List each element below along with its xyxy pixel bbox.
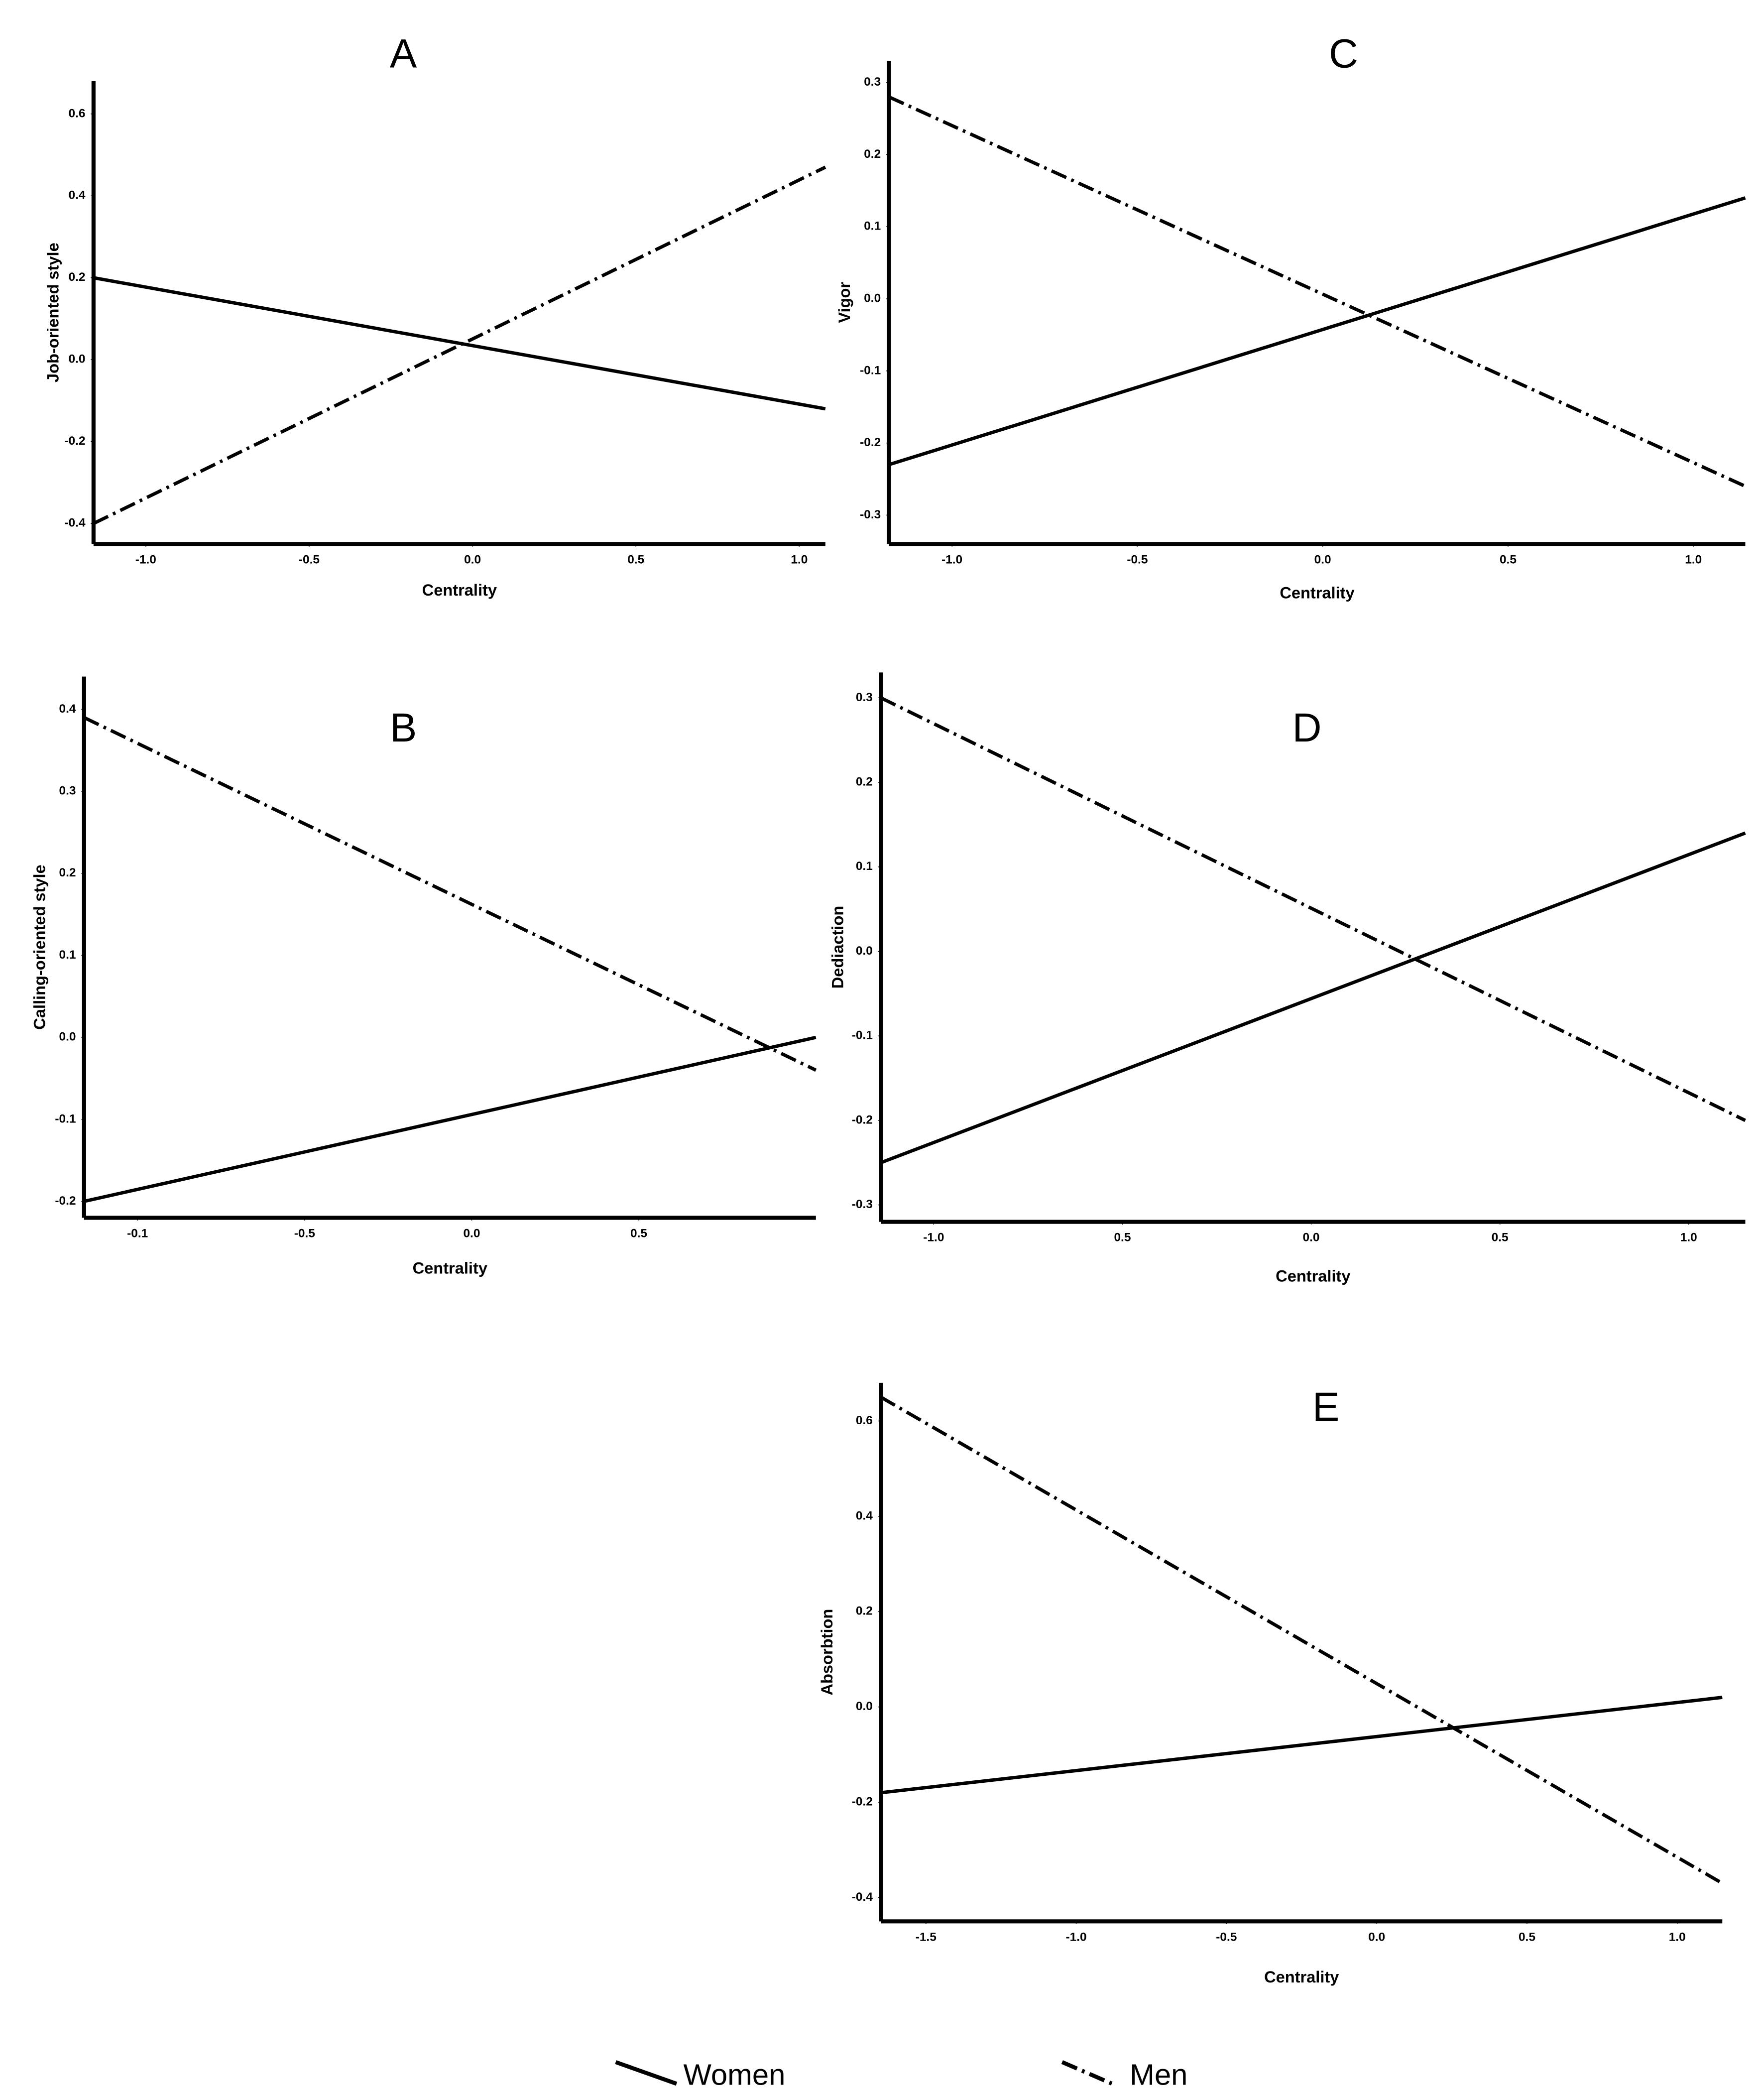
y-tick-label: 0.3 — [864, 75, 881, 89]
series-line — [83, 716, 817, 1072]
x-tick-label: 0.5 — [1114, 1231, 1131, 1244]
series-line — [880, 1696, 1723, 1795]
x-tick-label: 0.5 — [627, 553, 644, 566]
series-line — [93, 276, 826, 411]
panel-title: C — [1329, 31, 1358, 77]
y-axis-label: Job-oriented style — [44, 243, 62, 382]
y-tick-label: -0.2 — [64, 434, 85, 448]
x-axis-label: Centrality — [413, 1258, 487, 1277]
y-tick-label: -0.2 — [852, 1795, 873, 1809]
legend-label: Men — [1130, 2058, 1187, 2092]
y-tick-label: 0.0 — [59, 1030, 76, 1044]
legend-swatch — [615, 2060, 678, 2086]
y-tick-label: 0.4 — [59, 702, 76, 716]
y-axis-label: Vigor — [835, 282, 853, 323]
x-tick-label: -0.5 — [1127, 553, 1148, 566]
x-tick-label: -0.1 — [127, 1227, 148, 1240]
series-line — [880, 1395, 1723, 1885]
y-tick-label: 0.0 — [856, 1700, 873, 1713]
y-tick-label: -0.1 — [852, 1029, 873, 1042]
series-line — [880, 831, 1746, 1164]
x-axis-label: Centrality — [422, 581, 497, 599]
y-tick-label: -0.3 — [852, 1198, 873, 1211]
x-tick-label: -1.0 — [135, 553, 156, 566]
y-tick-label: -0.4 — [852, 1890, 873, 1904]
x-tick-label: 0.0 — [1303, 1231, 1320, 1244]
y-tick-label: -0.4 — [64, 516, 86, 530]
x-tick-label: -1.0 — [1065, 1930, 1086, 1944]
y-tick-label: 0.0 — [69, 353, 86, 366]
x-tick-label: 0.5 — [1519, 1930, 1535, 1944]
y-tick-label: -0.2 — [55, 1194, 76, 1208]
x-tick-label: 0.0 — [463, 1227, 480, 1240]
legend-label: Women — [684, 2058, 786, 2092]
x-tick-label: 1.0 — [791, 553, 808, 566]
x-tick-label: 0.5 — [1492, 1231, 1509, 1244]
y-tick-label: 0.2 — [59, 866, 76, 879]
x-tick-label: -0.5 — [294, 1227, 315, 1240]
y-tick-label: 0.0 — [856, 944, 873, 958]
x-tick-label: 0.5 — [1500, 553, 1517, 566]
y-axis-label: Calling-oriented style — [30, 865, 48, 1029]
y-tick-label: 0.0 — [864, 291, 881, 305]
y-tick-label: -0.2 — [860, 436, 881, 449]
y-tick-label: 0.1 — [856, 860, 873, 873]
panel-title: A — [390, 31, 417, 77]
x-tick-label: -1.0 — [923, 1231, 944, 1244]
x-tick-label: 1.0 — [1669, 1930, 1686, 1944]
x-tick-label: 1.0 — [1685, 553, 1702, 566]
panel-title: B — [390, 705, 417, 750]
y-tick-label: 0.4 — [856, 1509, 873, 1522]
y-tick-label: 0.2 — [856, 775, 873, 789]
series-line — [880, 696, 1746, 1122]
y-tick-label: 0.3 — [59, 784, 76, 798]
series-line — [888, 95, 1746, 488]
y-tick-label: 0.3 — [856, 691, 873, 704]
x-tick-label: 0.0 — [1368, 1930, 1385, 1944]
y-tick-label: -0.3 — [860, 508, 881, 521]
y-tick-label: 0.1 — [864, 220, 881, 233]
x-tick-label: -1.5 — [916, 1930, 937, 1944]
y-tick-label: 0.6 — [856, 1414, 873, 1427]
x-tick-label: 0.0 — [1314, 553, 1331, 566]
y-tick-label: 0.2 — [856, 1605, 873, 1618]
x-axis-label: Centrality — [1280, 583, 1354, 602]
y-tick-label: 0.6 — [69, 107, 86, 120]
y-tick-label: -0.1 — [860, 364, 881, 377]
x-tick-label: -0.5 — [1216, 1930, 1237, 1944]
y-tick-label: -0.2 — [852, 1113, 873, 1126]
y-tick-label: -0.1 — [55, 1112, 76, 1125]
panel-title: E — [1312, 1384, 1339, 1430]
series-line — [84, 1035, 817, 1203]
x-tick-label: 1.0 — [1680, 1231, 1697, 1244]
legend-swatch — [1061, 2060, 1113, 2086]
x-axis-label: Centrality — [1276, 1267, 1350, 1285]
x-tick-label: 0.0 — [464, 553, 481, 566]
x-axis-label: Centrality — [1264, 1968, 1339, 1986]
x-tick-label: 0.5 — [630, 1227, 647, 1240]
y-tick-label: 0.1 — [59, 948, 76, 962]
y-axis-label: Dediaction — [828, 906, 847, 989]
x-tick-label: -0.5 — [299, 553, 320, 566]
y-axis-label: Absorbtion — [818, 1609, 836, 1696]
y-tick-label: 0.2 — [864, 147, 881, 161]
y-tick-label: 0.4 — [69, 189, 86, 202]
series-line — [93, 165, 826, 525]
panel-title: D — [1292, 705, 1322, 750]
series-line — [888, 196, 1746, 467]
y-tick-label: 0.2 — [69, 270, 86, 284]
x-tick-label: -1.0 — [941, 553, 962, 566]
